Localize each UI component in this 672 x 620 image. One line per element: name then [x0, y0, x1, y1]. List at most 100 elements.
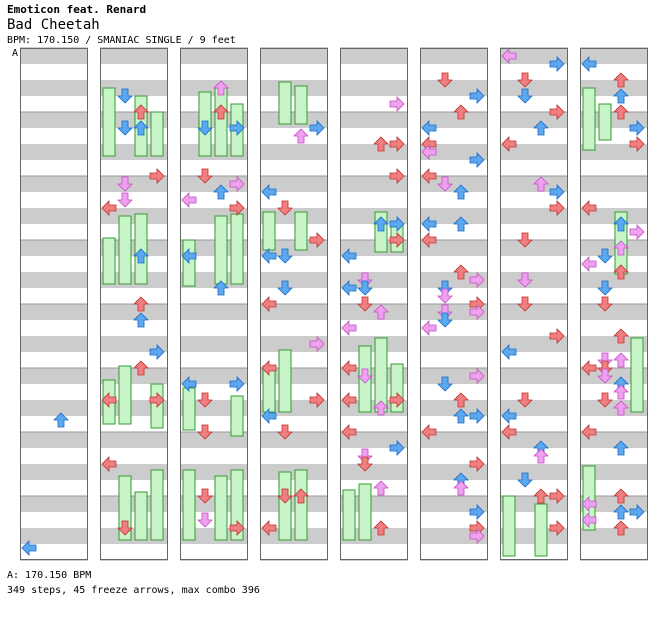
step-arrow [341, 424, 357, 440]
beat-band [20, 368, 88, 384]
step-arrow [421, 216, 437, 232]
step-arrow [437, 72, 453, 88]
step-arrow [597, 392, 613, 408]
beat-band [340, 432, 408, 448]
beat-band [20, 48, 88, 64]
freeze-arrow [358, 483, 372, 541]
beat-band [20, 208, 88, 224]
beat-band [420, 208, 488, 224]
beat-band [20, 336, 88, 352]
step-arrow [261, 184, 277, 200]
column-border [580, 48, 648, 560]
step-arrow [581, 424, 597, 440]
step-arrow [277, 424, 293, 440]
step-arrow [581, 360, 597, 376]
step-arrow [229, 376, 245, 392]
step-arrow [549, 488, 565, 504]
step-arrow [613, 440, 629, 456]
beat-band [260, 80, 328, 96]
freeze-arrow [118, 215, 132, 285]
beat-band [500, 272, 568, 288]
beat-band [500, 208, 568, 224]
step-arrow [613, 504, 629, 520]
step-arrow [629, 224, 645, 240]
step-arrow [437, 280, 453, 296]
step-arrow [597, 352, 613, 368]
step-arrow [309, 392, 325, 408]
step-arrow [533, 488, 549, 504]
freeze-arrow [214, 215, 228, 285]
beat-band [100, 272, 168, 288]
beat-band [420, 336, 488, 352]
beat-band [500, 144, 568, 160]
step-arrow [613, 72, 629, 88]
step-arrow [373, 216, 389, 232]
beat-band [20, 80, 88, 96]
step-arrow [309, 336, 325, 352]
step-arrow [197, 424, 213, 440]
step-arrow [277, 200, 293, 216]
beat-band [260, 496, 328, 512]
beat-band [420, 48, 488, 64]
step-arrow [229, 520, 245, 536]
beat-band [420, 368, 488, 384]
beat-band [260, 112, 328, 128]
beat-band [20, 240, 88, 256]
step-arrow [53, 412, 69, 428]
step-arrow [229, 120, 245, 136]
step-arrow [501, 344, 517, 360]
step-arrow [389, 216, 405, 232]
step-arrow [453, 480, 469, 496]
step-arrow [277, 280, 293, 296]
freeze-arrow [278, 81, 292, 125]
beat-band [420, 304, 488, 320]
step-arrow [581, 496, 597, 512]
step-arrow [613, 216, 629, 232]
beat-band [340, 112, 408, 128]
beat-band [500, 80, 568, 96]
freeze-arrow [230, 395, 244, 437]
step-arrow [517, 392, 533, 408]
step-arrow [149, 392, 165, 408]
beat-band [580, 496, 648, 512]
beat-band [580, 176, 648, 192]
step-arrow [437, 304, 453, 320]
step-arrow [149, 168, 165, 184]
beat-band [340, 48, 408, 64]
step-arrow [613, 400, 629, 416]
step-arrow [421, 320, 437, 336]
beat-band [260, 336, 328, 352]
step-arrow [469, 272, 485, 288]
beat-band [20, 528, 88, 544]
step-arrow [357, 296, 373, 312]
step-arrow [517, 272, 533, 288]
beat-band [500, 240, 568, 256]
beat-band [20, 272, 88, 288]
step-arrow [421, 120, 437, 136]
beat-band [340, 496, 408, 512]
step-arrow [549, 56, 565, 72]
beat-band [260, 208, 328, 224]
step-arrow [549, 184, 565, 200]
step-arrow [517, 232, 533, 248]
step-arrow [133, 248, 149, 264]
beat-band [500, 112, 568, 128]
step-arrow [101, 392, 117, 408]
freeze-arrow [102, 87, 116, 157]
beat-band [260, 176, 328, 192]
beat-band [420, 112, 488, 128]
beat-band [20, 176, 88, 192]
step-arrow [341, 392, 357, 408]
step-arrow [517, 296, 533, 312]
step-arrow [133, 296, 149, 312]
step-arrow [501, 48, 517, 64]
step-arrow [421, 168, 437, 184]
beat-band [180, 336, 248, 352]
beat-band [580, 464, 648, 480]
column-border [500, 48, 568, 560]
chart-info: BPM: 170.150 / SMANIAC SINGLE / 9 feet [7, 35, 236, 46]
freeze-arrow [342, 489, 356, 541]
step-arrow [133, 312, 149, 328]
beat-band [100, 48, 168, 64]
beat-band [180, 176, 248, 192]
